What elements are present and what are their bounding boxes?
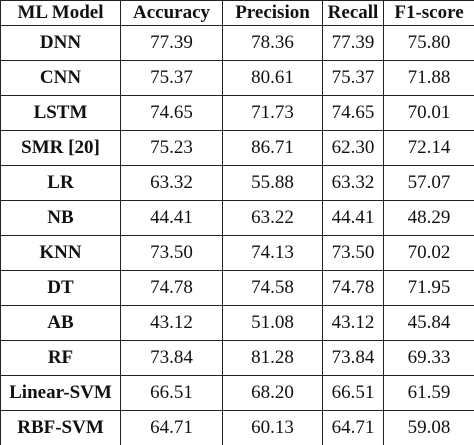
model-cell: LR — [0, 165, 121, 201]
table-row: CNN 75.37 80.61 75.37 71.88 — [0, 60, 474, 96]
value-cell: 70.02 — [383, 235, 474, 271]
value-cell: 71.88 — [383, 60, 474, 96]
value-cell: 78.36 — [222, 25, 323, 61]
value-cell: 66.51 — [322, 375, 384, 411]
model-cell: AB — [0, 305, 121, 341]
value-cell: 86.71 — [222, 130, 323, 166]
value-cell: 45.84 — [383, 305, 474, 341]
model-cell: RF — [0, 340, 121, 376]
header-cell: Precision — [222, 0, 323, 26]
value-cell: 43.12 — [120, 305, 223, 341]
value-cell: 62.30 — [322, 130, 384, 166]
value-cell: 74.65 — [120, 95, 223, 131]
model-cell: SMR [20] — [0, 130, 121, 166]
header-cell: F1-score — [383, 0, 474, 26]
model-cell: LSTM — [0, 95, 121, 131]
table-row: DT 74.78 74.58 74.78 71.95 — [0, 270, 474, 306]
header-cell: Recall — [322, 0, 384, 26]
table-row: SMR [20] 75.23 86.71 62.30 72.14 — [0, 130, 474, 166]
value-cell: 75.37 — [322, 60, 384, 96]
header-cell: Accuracy — [120, 0, 223, 26]
value-cell: 72.14 — [383, 130, 474, 166]
table-row: Linear-SVM 66.51 68.20 66.51 61.59 — [0, 375, 474, 411]
value-cell: 71.73 — [222, 95, 323, 131]
value-cell: 75.37 — [120, 60, 223, 96]
value-cell: 57.07 — [383, 165, 474, 201]
value-cell: 74.65 — [322, 95, 384, 131]
value-cell: 66.51 — [120, 375, 223, 411]
value-cell: 60.13 — [222, 410, 323, 445]
table-row: AB 43.12 51.08 43.12 45.84 — [0, 305, 474, 341]
table-row: RBF-SVM 64.71 60.13 64.71 59.08 — [0, 410, 474, 445]
value-cell: 61.59 — [383, 375, 474, 411]
value-cell: 48.29 — [383, 200, 474, 236]
value-cell: 59.08 — [383, 410, 474, 445]
value-cell: 43.12 — [322, 305, 384, 341]
value-cell: 51.08 — [222, 305, 323, 341]
table-row: LR 63.32 55.88 63.32 57.07 — [0, 165, 474, 201]
value-cell: 81.28 — [222, 340, 323, 376]
table-row: RF 73.84 81.28 73.84 69.33 — [0, 340, 474, 376]
value-cell: 64.71 — [322, 410, 384, 445]
value-cell: 64.71 — [120, 410, 223, 445]
value-cell: 74.13 — [222, 235, 323, 271]
table-row: DNN 77.39 78.36 77.39 75.80 — [0, 25, 474, 61]
value-cell: 55.88 — [222, 165, 323, 201]
model-cell: NB — [0, 200, 121, 236]
value-cell: 74.78 — [322, 270, 384, 306]
value-cell: 75.23 — [120, 130, 223, 166]
value-cell: 73.50 — [120, 235, 223, 271]
model-cell: DNN — [0, 25, 121, 61]
value-cell: 74.58 — [222, 270, 323, 306]
value-cell: 74.78 — [120, 270, 223, 306]
value-cell: 44.41 — [120, 200, 223, 236]
model-cell: KNN — [0, 235, 121, 271]
value-cell: 77.39 — [120, 25, 223, 61]
model-cell: Linear-SVM — [0, 375, 121, 411]
value-cell: 63.32 — [120, 165, 223, 201]
value-cell: 63.22 — [222, 200, 323, 236]
value-cell: 75.80 — [383, 25, 474, 61]
header-cell: ML Model — [0, 0, 121, 26]
header-row: ML Model Accuracy Precision Recall F1-score — [0, 0, 474, 26]
value-cell: 70.01 — [383, 95, 474, 131]
value-cell: 73.84 — [322, 340, 384, 376]
table-row: NB 44.41 63.22 44.41 48.29 — [0, 200, 474, 236]
table-row: LSTM 74.65 71.73 74.65 70.01 — [0, 95, 474, 131]
model-cell: CNN — [0, 60, 121, 96]
value-cell: 44.41 — [322, 200, 384, 236]
value-cell: 69.33 — [383, 340, 474, 376]
value-cell: 63.32 — [322, 165, 384, 201]
model-cell: DT — [0, 270, 121, 306]
value-cell: 77.39 — [322, 25, 384, 61]
value-cell: 71.95 — [383, 270, 474, 306]
table-row: KNN 73.50 74.13 73.50 70.02 — [0, 235, 474, 271]
model-cell: RBF-SVM — [0, 410, 121, 445]
value-cell: 68.20 — [222, 375, 323, 411]
value-cell: 73.50 — [322, 235, 384, 271]
value-cell: 80.61 — [222, 60, 323, 96]
value-cell: 73.84 — [120, 340, 223, 376]
